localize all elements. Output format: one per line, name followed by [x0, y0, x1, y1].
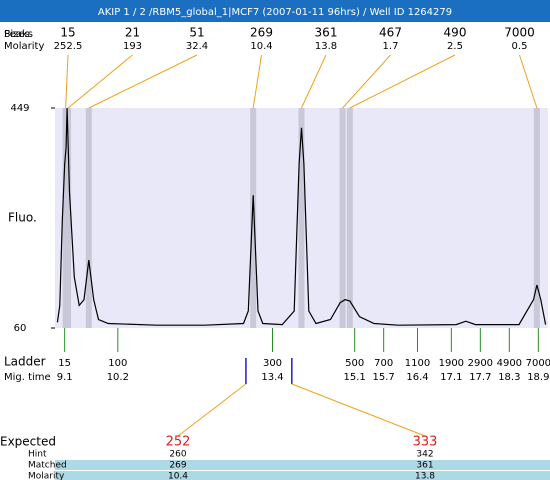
- peak-band: [533, 108, 540, 328]
- matched-value: 269: [169, 461, 186, 471]
- ladder-time: 13.4: [261, 372, 283, 383]
- peak-band: [250, 108, 257, 328]
- trace: [56, 107, 547, 326]
- ladder-size: 500: [345, 358, 364, 369]
- ladder-size: 4900: [497, 358, 522, 369]
- hint-value: 260: [169, 450, 186, 460]
- title-bar: [0, 0, 550, 22]
- peak-molarity: 1.7: [383, 41, 399, 52]
- peak-band: [65, 108, 72, 328]
- peak-band: [298, 108, 305, 328]
- peak-size: 7000: [504, 26, 535, 40]
- peak-connector: [519, 54, 538, 109]
- matched-value: 361: [416, 461, 433, 471]
- mig-time-label: Mig. time: [4, 372, 51, 383]
- peak-size: 15: [60, 26, 75, 40]
- ladder-size: 700: [374, 358, 393, 369]
- ladder-size: 1900: [439, 358, 464, 369]
- ladder-time: 17.7: [469, 372, 491, 383]
- peak-size: 51: [189, 26, 204, 40]
- peak-molarity: 252.5: [54, 41, 83, 52]
- ladder-time: 16.4: [406, 372, 428, 383]
- peak-connector: [65, 54, 69, 109]
- ladder-label: Ladder: [4, 355, 46, 369]
- peak-connector: [88, 54, 198, 109]
- ladder-size: 7000: [526, 358, 550, 369]
- molarity-value: 13.8: [415, 472, 435, 480]
- hint-value: 342: [416, 450, 433, 460]
- molarity-row: [55, 471, 550, 480]
- peak-band: [85, 108, 92, 328]
- peak-band: [346, 108, 353, 328]
- ladder-time: 15.7: [373, 372, 395, 383]
- y-axis-label: Fluo.: [8, 211, 37, 225]
- ladder-size: 300: [263, 358, 282, 369]
- expected-row-label: Hint: [28, 450, 47, 460]
- peak-molarity: 32.4: [186, 41, 208, 52]
- ladder-size: 15: [58, 358, 71, 369]
- ladder-time: 18.9: [527, 372, 549, 383]
- matched-row: [55, 460, 550, 470]
- peak-size: 21: [125, 26, 140, 40]
- peak-molarity: 193: [123, 41, 142, 52]
- expected-row-label: Expected: [0, 435, 56, 449]
- y-tick-label: 449: [10, 103, 29, 114]
- expected-row-label: Matched: [28, 461, 67, 471]
- peak-row-label: Molarity: [4, 41, 44, 52]
- peak-connector: [342, 54, 391, 109]
- expected-connector: [177, 383, 247, 437]
- ladder-time: 9.1: [57, 372, 73, 383]
- peak-row-label: Peaks: [4, 29, 33, 40]
- expected-row-label: Molarity: [28, 472, 65, 480]
- peak-connector: [252, 54, 262, 109]
- expected-value: 333: [413, 435, 438, 450]
- peak-size: 269: [250, 26, 273, 40]
- peak-size: 490: [444, 26, 467, 40]
- peak-size: 361: [315, 26, 338, 40]
- ladder-size: 100: [108, 358, 127, 369]
- title: AKIP 1 / 2 /RBM5_global_1|MCF7 (2007-01-…: [98, 7, 452, 18]
- peak-band: [339, 108, 346, 328]
- ladder-time: 17.1: [440, 372, 462, 383]
- ladder-time: 18.3: [498, 372, 520, 383]
- peak-molarity: 0.5: [512, 41, 528, 52]
- peak-size: 467: [379, 26, 402, 40]
- ladder-time: 15.1: [344, 372, 366, 383]
- expected-value: 252: [166, 435, 191, 450]
- y-tick-label: 60: [14, 323, 27, 334]
- peak-molarity: 13.8: [315, 41, 337, 52]
- ladder-size: 2900: [468, 358, 493, 369]
- ladder-time: 10.2: [107, 372, 129, 383]
- molarity-value: 10.4: [168, 472, 188, 480]
- peak-molarity: 2.5: [447, 41, 463, 52]
- peak-connector: [67, 54, 133, 109]
- expected-connector: [291, 383, 426, 437]
- peak-molarity: 10.4: [250, 41, 272, 52]
- peak-connector: [349, 54, 456, 109]
- peak-connector: [301, 54, 327, 109]
- peak-row-label: Sizes: [4, 29, 30, 40]
- ladder-size: 1100: [405, 358, 430, 369]
